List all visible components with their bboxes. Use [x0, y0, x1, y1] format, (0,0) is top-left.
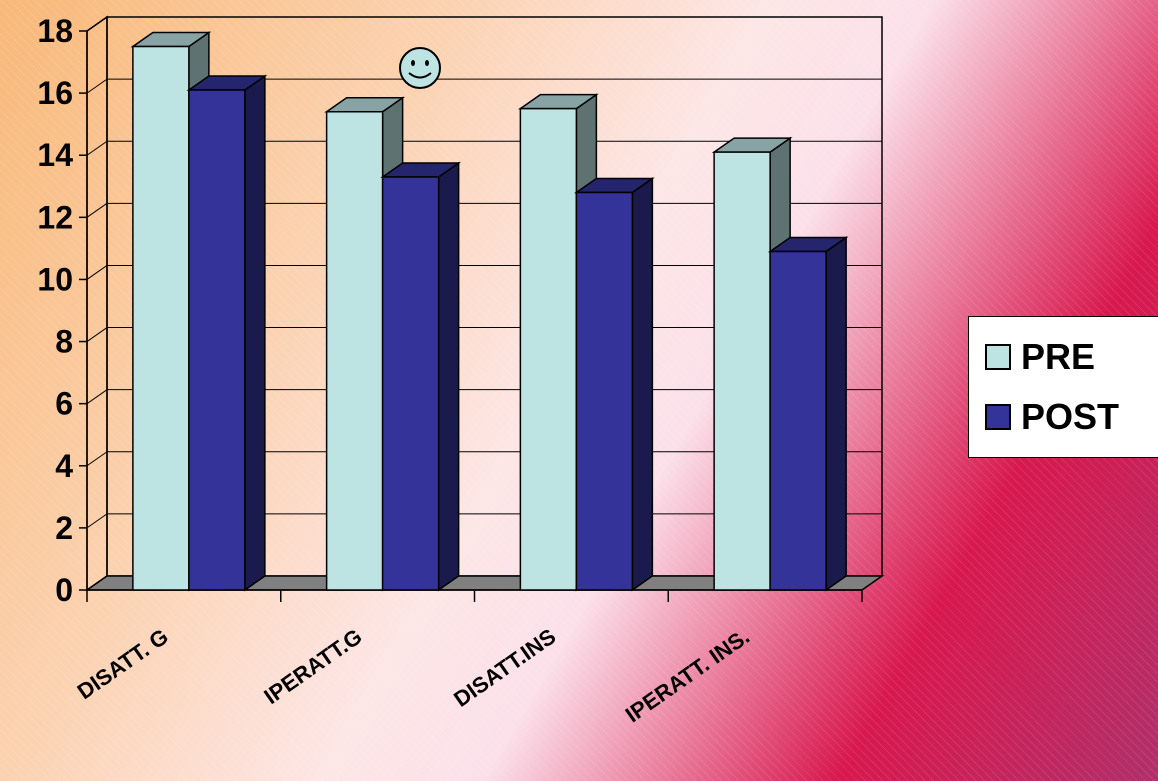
- y-axis: 0 2 4 6 8 10 12 14 16 18: [37, 13, 88, 608]
- y-tick-label: 18: [37, 13, 73, 49]
- side-wall: [86, 15, 108, 592]
- y-tick-label: 6: [55, 386, 73, 422]
- bar-side: [437, 161, 460, 592]
- bar-post-1: [186, 74, 268, 592]
- y-tick-label: 4: [55, 448, 73, 484]
- bars: [130, 31, 849, 592]
- y-tick-label: 14: [37, 137, 73, 173]
- bar-front: [325, 110, 384, 591]
- bar-post-3: [573, 177, 655, 592]
- x-category-label: DISATT.INS: [449, 624, 560, 712]
- x-category-label: DISATT. G: [73, 624, 173, 705]
- gridline-side: [86, 451, 108, 467]
- legend-swatch-post: [985, 404, 1011, 430]
- y-tick-label: 2: [55, 510, 73, 546]
- gridline-side: [86, 140, 108, 156]
- y-tick-label: 0: [55, 572, 73, 608]
- bar-front: [381, 176, 440, 591]
- gridline-side: [86, 265, 108, 280]
- bar-front: [519, 107, 578, 591]
- legend-label-pre: PRE: [1021, 336, 1096, 377]
- legend: PRE POST: [968, 316, 1158, 458]
- smiley-face-icon: [399, 47, 441, 89]
- bar-front: [575, 191, 634, 591]
- gridline-side: [86, 389, 108, 405]
- bar-side: [631, 177, 654, 592]
- legend-swatch-pre: [985, 344, 1011, 370]
- bar-side: [825, 236, 847, 592]
- bar-side: [244, 74, 266, 592]
- legend-item-post: POST: [985, 396, 1120, 437]
- bar-front: [769, 250, 827, 591]
- x-axis: DISATT. G IPERATT.G DISATT.INS IPERATT. INS…: [73, 589, 863, 728]
- y-tick-label: 16: [37, 75, 73, 111]
- legend-item-pre: PRE: [985, 336, 1096, 377]
- x-category-label: IPERATT. INS.: [621, 624, 754, 728]
- x-category-label: IPERATT.G: [259, 624, 366, 709]
- y-tick-label: 12: [37, 199, 73, 235]
- gridline-side: [86, 327, 108, 342]
- bar-post-4: [767, 236, 849, 592]
- y-tick-label: 8: [55, 324, 73, 360]
- bar-post-2: [380, 161, 462, 592]
- gridline-side: [86, 78, 108, 94]
- legend-label-post: POST: [1021, 396, 1120, 437]
- bar-front: [188, 89, 246, 591]
- y-tick-label: 10: [37, 261, 73, 297]
- bar-front: [713, 151, 771, 591]
- gridline-side: [86, 513, 108, 529]
- bar-front: [132, 45, 190, 591]
- gridline-side: [86, 16, 108, 32]
- gridline-side: [86, 202, 108, 218]
